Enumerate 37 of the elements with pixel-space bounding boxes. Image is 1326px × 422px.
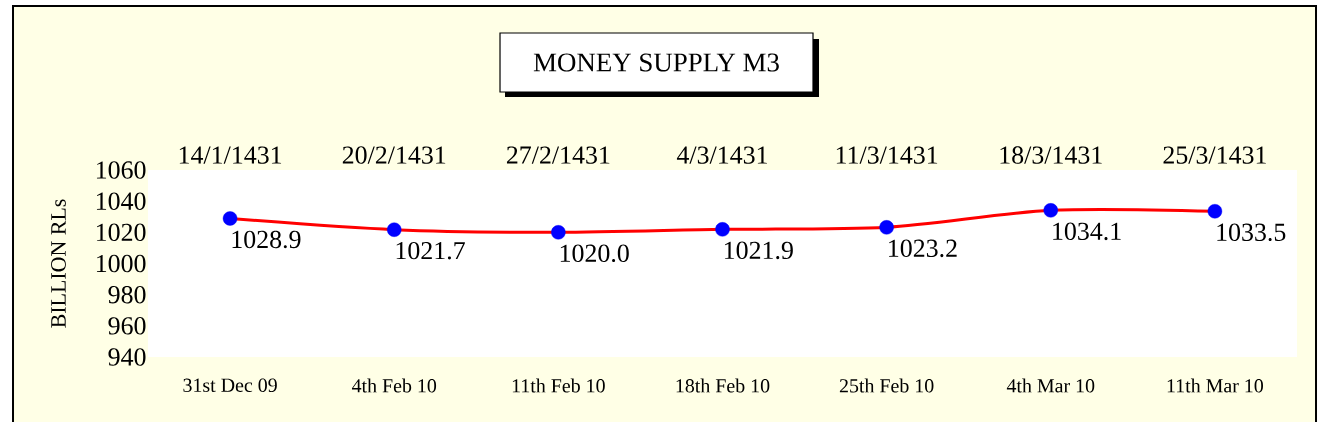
text: 18/3/1431 (1000, 146, 1102, 164)
x-tick-label: 4th Feb 10 (351, 378, 437, 393)
x-tick-label: 11th Mar 10 (1167, 378, 1263, 393)
text: 4/3/1431 (676, 146, 767, 164)
x-tick-label: 11th Feb 10 (512, 378, 605, 393)
y-tick-label: 980 (108, 285, 146, 304)
text: 11/3/1431 (836, 146, 938, 164)
chart-title: MONEY SUPPLY M3 (533, 53, 779, 72)
point (715, 222, 730, 237)
point (222, 211, 238, 226)
text: 20/2/1431 (342, 146, 446, 164)
y-tick-label: 1020 (96, 223, 146, 242)
data-label: 1034.1 (1053, 222, 1121, 241)
text: 14/1/1431 (179, 146, 282, 164)
y-axis-title: BILLION RLs (51, 199, 66, 328)
x-tick-label: 4th Mar 10 (1006, 378, 1095, 393)
y-tick-label: 1060 (96, 161, 146, 179)
data-label: 1028.9 (232, 230, 301, 249)
text: 27/2/1431 (506, 146, 610, 164)
data-label: 1021.9 (724, 241, 793, 260)
x-tick-label: 31st Dec 09 (183, 378, 277, 392)
data-label: 1023.2 (889, 239, 957, 258)
data-label: 1020.0 (560, 244, 629, 263)
x-tick-label: 25th Feb 10 (839, 378, 934, 393)
x-tick-label: 18th Feb 10 (676, 378, 770, 393)
y-tick-label: 1000 (96, 254, 146, 273)
text: 25/3/1431 (1163, 146, 1266, 164)
y-tick-label: 940 (108, 348, 146, 366)
point (1043, 203, 1058, 218)
data-label: 1033.5 (1217, 223, 1286, 242)
point (551, 225, 566, 240)
point (1207, 204, 1223, 219)
data-label: 1021.7 (396, 241, 465, 260)
y-tick-label: 1040 (96, 192, 146, 210)
point (879, 220, 894, 235)
y-tick-label: 960 (108, 317, 146, 335)
point (387, 222, 402, 237)
